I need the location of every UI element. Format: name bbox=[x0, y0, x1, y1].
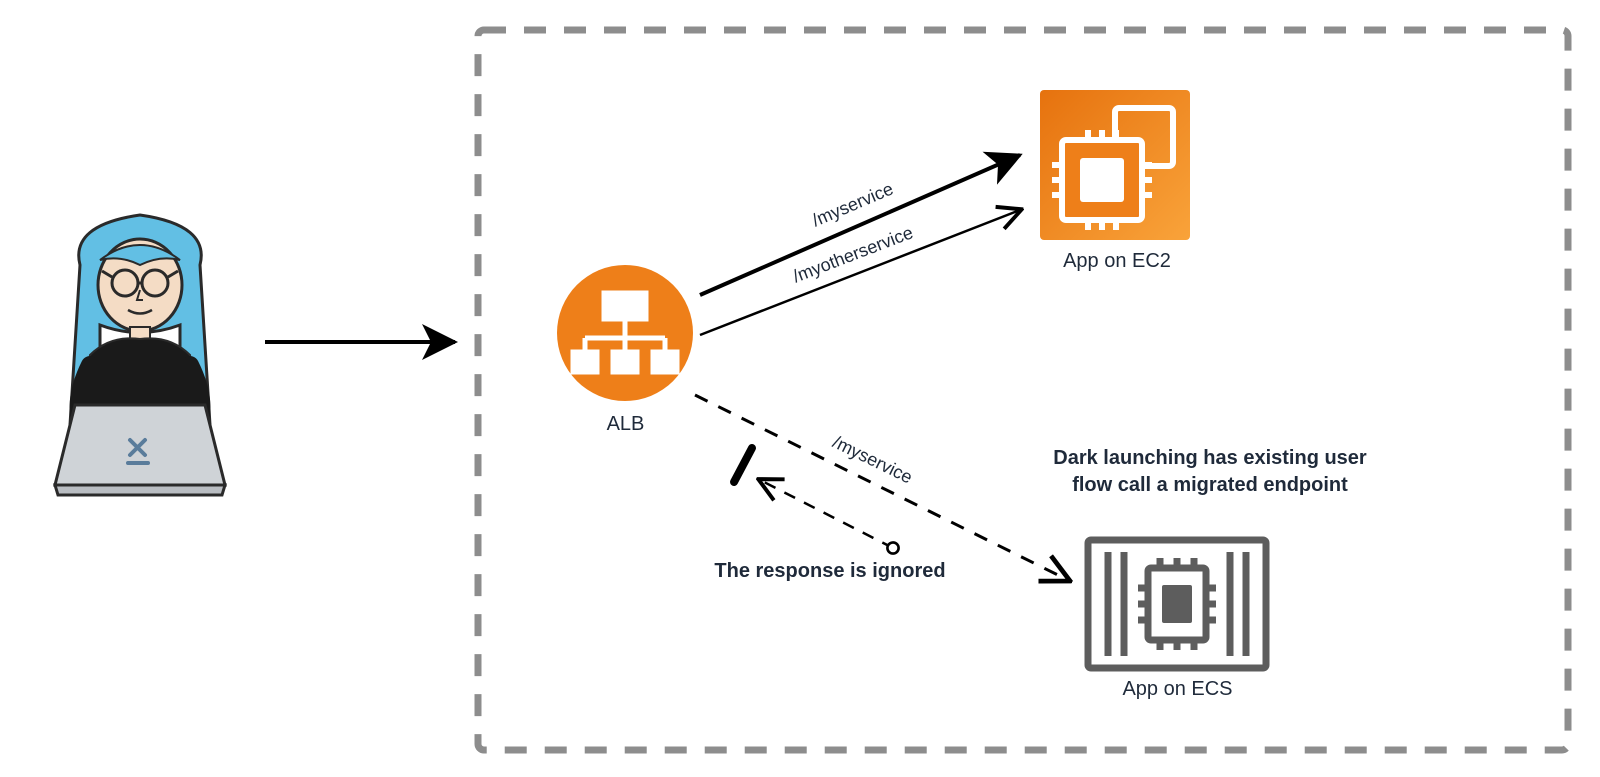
edge-response-back bbox=[760, 480, 893, 548]
block-bar bbox=[734, 448, 752, 482]
user-icon bbox=[55, 215, 225, 495]
ec2-label: App on EC2 bbox=[1042, 250, 1192, 273]
edge-alb-ec2-myservice bbox=[700, 155, 1020, 295]
dark-launch-text: Dark launching has existing user flow ca… bbox=[1010, 445, 1410, 499]
dark-launch-line2: flow call a migrated endpoint bbox=[1072, 474, 1348, 496]
alb-node bbox=[557, 265, 693, 401]
ecs-label: App on ECS bbox=[1100, 678, 1255, 701]
alb-label: ALB bbox=[588, 413, 663, 436]
edge-label-myotherservice: /myotherservice bbox=[790, 222, 916, 286]
dark-launch-line1: Dark launching has existing user bbox=[1053, 447, 1366, 469]
ec2-node bbox=[1040, 90, 1190, 240]
edge-label-myservice-down: /myservice bbox=[830, 432, 916, 488]
edge-label-myservice: /myservice bbox=[809, 178, 896, 230]
response-ignored-text: The response is ignored bbox=[680, 560, 980, 583]
diagram-canvas: /myservice /myotherservice /myservice bbox=[0, 0, 1600, 777]
ecs-node bbox=[1088, 540, 1266, 668]
